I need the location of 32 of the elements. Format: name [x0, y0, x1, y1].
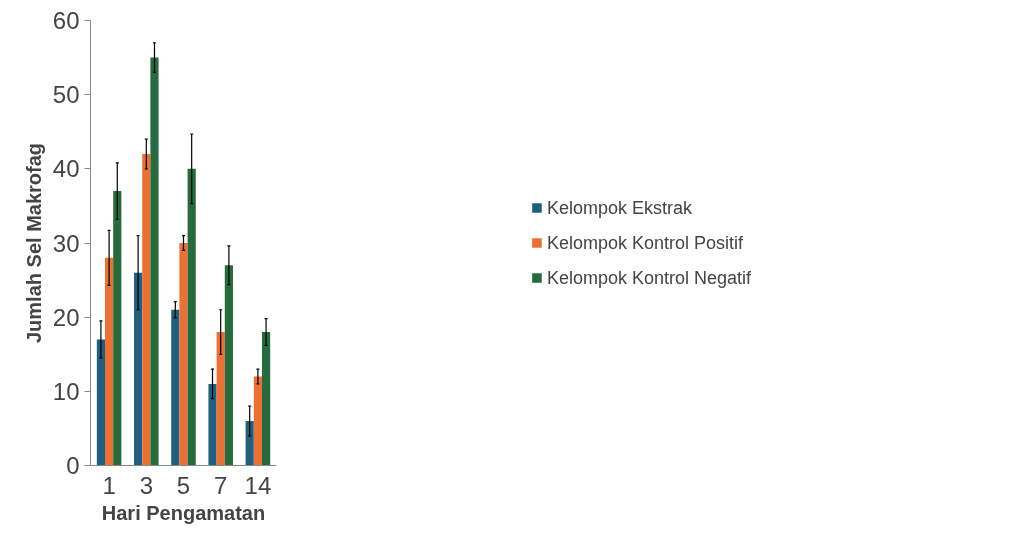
bar — [105, 257, 114, 466]
y-tick-label: 40 — [52, 155, 80, 183]
x-tick-label: 5 — [176, 471, 191, 499]
bar — [134, 272, 143, 466]
legend-label: Kelompok Kontrol Negatif — [546, 267, 752, 288]
y-tick-label: 20 — [52, 303, 80, 331]
bar — [179, 243, 188, 466]
bar — [142, 154, 151, 466]
bar — [208, 383, 217, 466]
x-tick-label: 3 — [139, 471, 153, 499]
legend-label: Kelompok Ekstrak — [546, 197, 693, 218]
bar — [253, 376, 262, 466]
bar — [96, 339, 106, 466]
bar — [216, 332, 225, 466]
y-tick-label: 30 — [52, 229, 80, 257]
y-tick-label: 50 — [52, 81, 80, 109]
y-tick-label: 60 — [52, 7, 80, 34]
x-tick-label: 7 — [214, 471, 228, 499]
y-axis-title: Jumlah Sel Makrofag — [22, 142, 45, 344]
x-tick-label: 14 — [244, 471, 272, 499]
x-tick-label: 1 — [102, 471, 116, 499]
y-tick-label: 0 — [66, 452, 80, 479]
bar — [224, 265, 233, 466]
bar — [113, 191, 122, 466]
bar — [261, 332, 271, 466]
legend-label: Kelompok Kontrol Positif — [546, 232, 744, 253]
bar — [245, 421, 254, 466]
bar — [187, 168, 196, 466]
bar — [150, 57, 159, 466]
x-axis-title: Hari Pengamatan — [101, 501, 266, 524]
bar — [171, 309, 180, 466]
y-tick-label: 10 — [52, 377, 80, 405]
